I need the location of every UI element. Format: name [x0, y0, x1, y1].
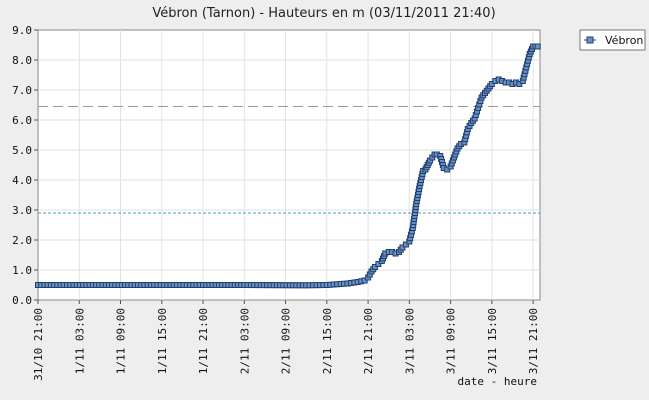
x-tick-label: 1/11 03:00	[73, 308, 86, 374]
legend: Vébron	[579, 29, 646, 51]
x-axis-label: date - heure	[458, 375, 537, 388]
x-tick-label: 1/11 21:00	[197, 308, 210, 374]
y-tick-label: 7.0	[12, 84, 32, 97]
x-tick-label: 2/11 21:00	[362, 308, 375, 374]
y-tick-label: 1.0	[12, 264, 32, 277]
x-tick-label: 1/11 09:00	[115, 308, 128, 374]
y-tick-label: 2.0	[12, 234, 32, 247]
x-tick-label: 2/11 03:00	[238, 308, 251, 374]
x-axis: 31/10 21:00 1/11 03:00 1/11 09:00 1/11 15:0…	[32, 300, 540, 381]
legend-label: Vébron	[605, 34, 643, 47]
x-tick-label: 2/11 15:00	[321, 308, 334, 374]
legend-marker	[586, 36, 594, 44]
data-point	[534, 43, 541, 50]
threshold-lines	[38, 106, 540, 214]
x-tick-label: 3/11 21:00	[527, 308, 540, 374]
x-tick-label: 3/11 15:00	[486, 308, 499, 374]
y-tick-label: 4.0	[12, 174, 32, 187]
y-tick-label: 3.0	[12, 204, 32, 217]
x-tick-label: 3/11 09:00	[445, 308, 458, 374]
y-tick-label: 9.0	[12, 24, 32, 37]
y-tick-label: 0.0	[12, 294, 32, 307]
y-tick-label: 8.0	[12, 54, 32, 67]
legend-box	[579, 29, 646, 51]
y-axis: 0.0 1.0 2.0 3.0 4.0 5.0 6.0 7.0 8.0 9.0	[12, 24, 38, 307]
y-tick-label: 6.0	[12, 114, 32, 127]
chart-title: Vébron (Tarnon) - Hauteurs en m (03/11/2…	[152, 6, 495, 21]
x-tick-label: 3/11 03:00	[403, 308, 416, 374]
x-tick-label: 1/11 15:00	[156, 308, 169, 374]
series-layer	[35, 43, 541, 289]
plot-area	[37, 29, 541, 301]
x-tick-label: 2/11 09:00	[280, 308, 293, 374]
y-tick-label: 5.0	[12, 144, 32, 157]
x-tick-label: 31/10 21:00	[32, 308, 45, 381]
